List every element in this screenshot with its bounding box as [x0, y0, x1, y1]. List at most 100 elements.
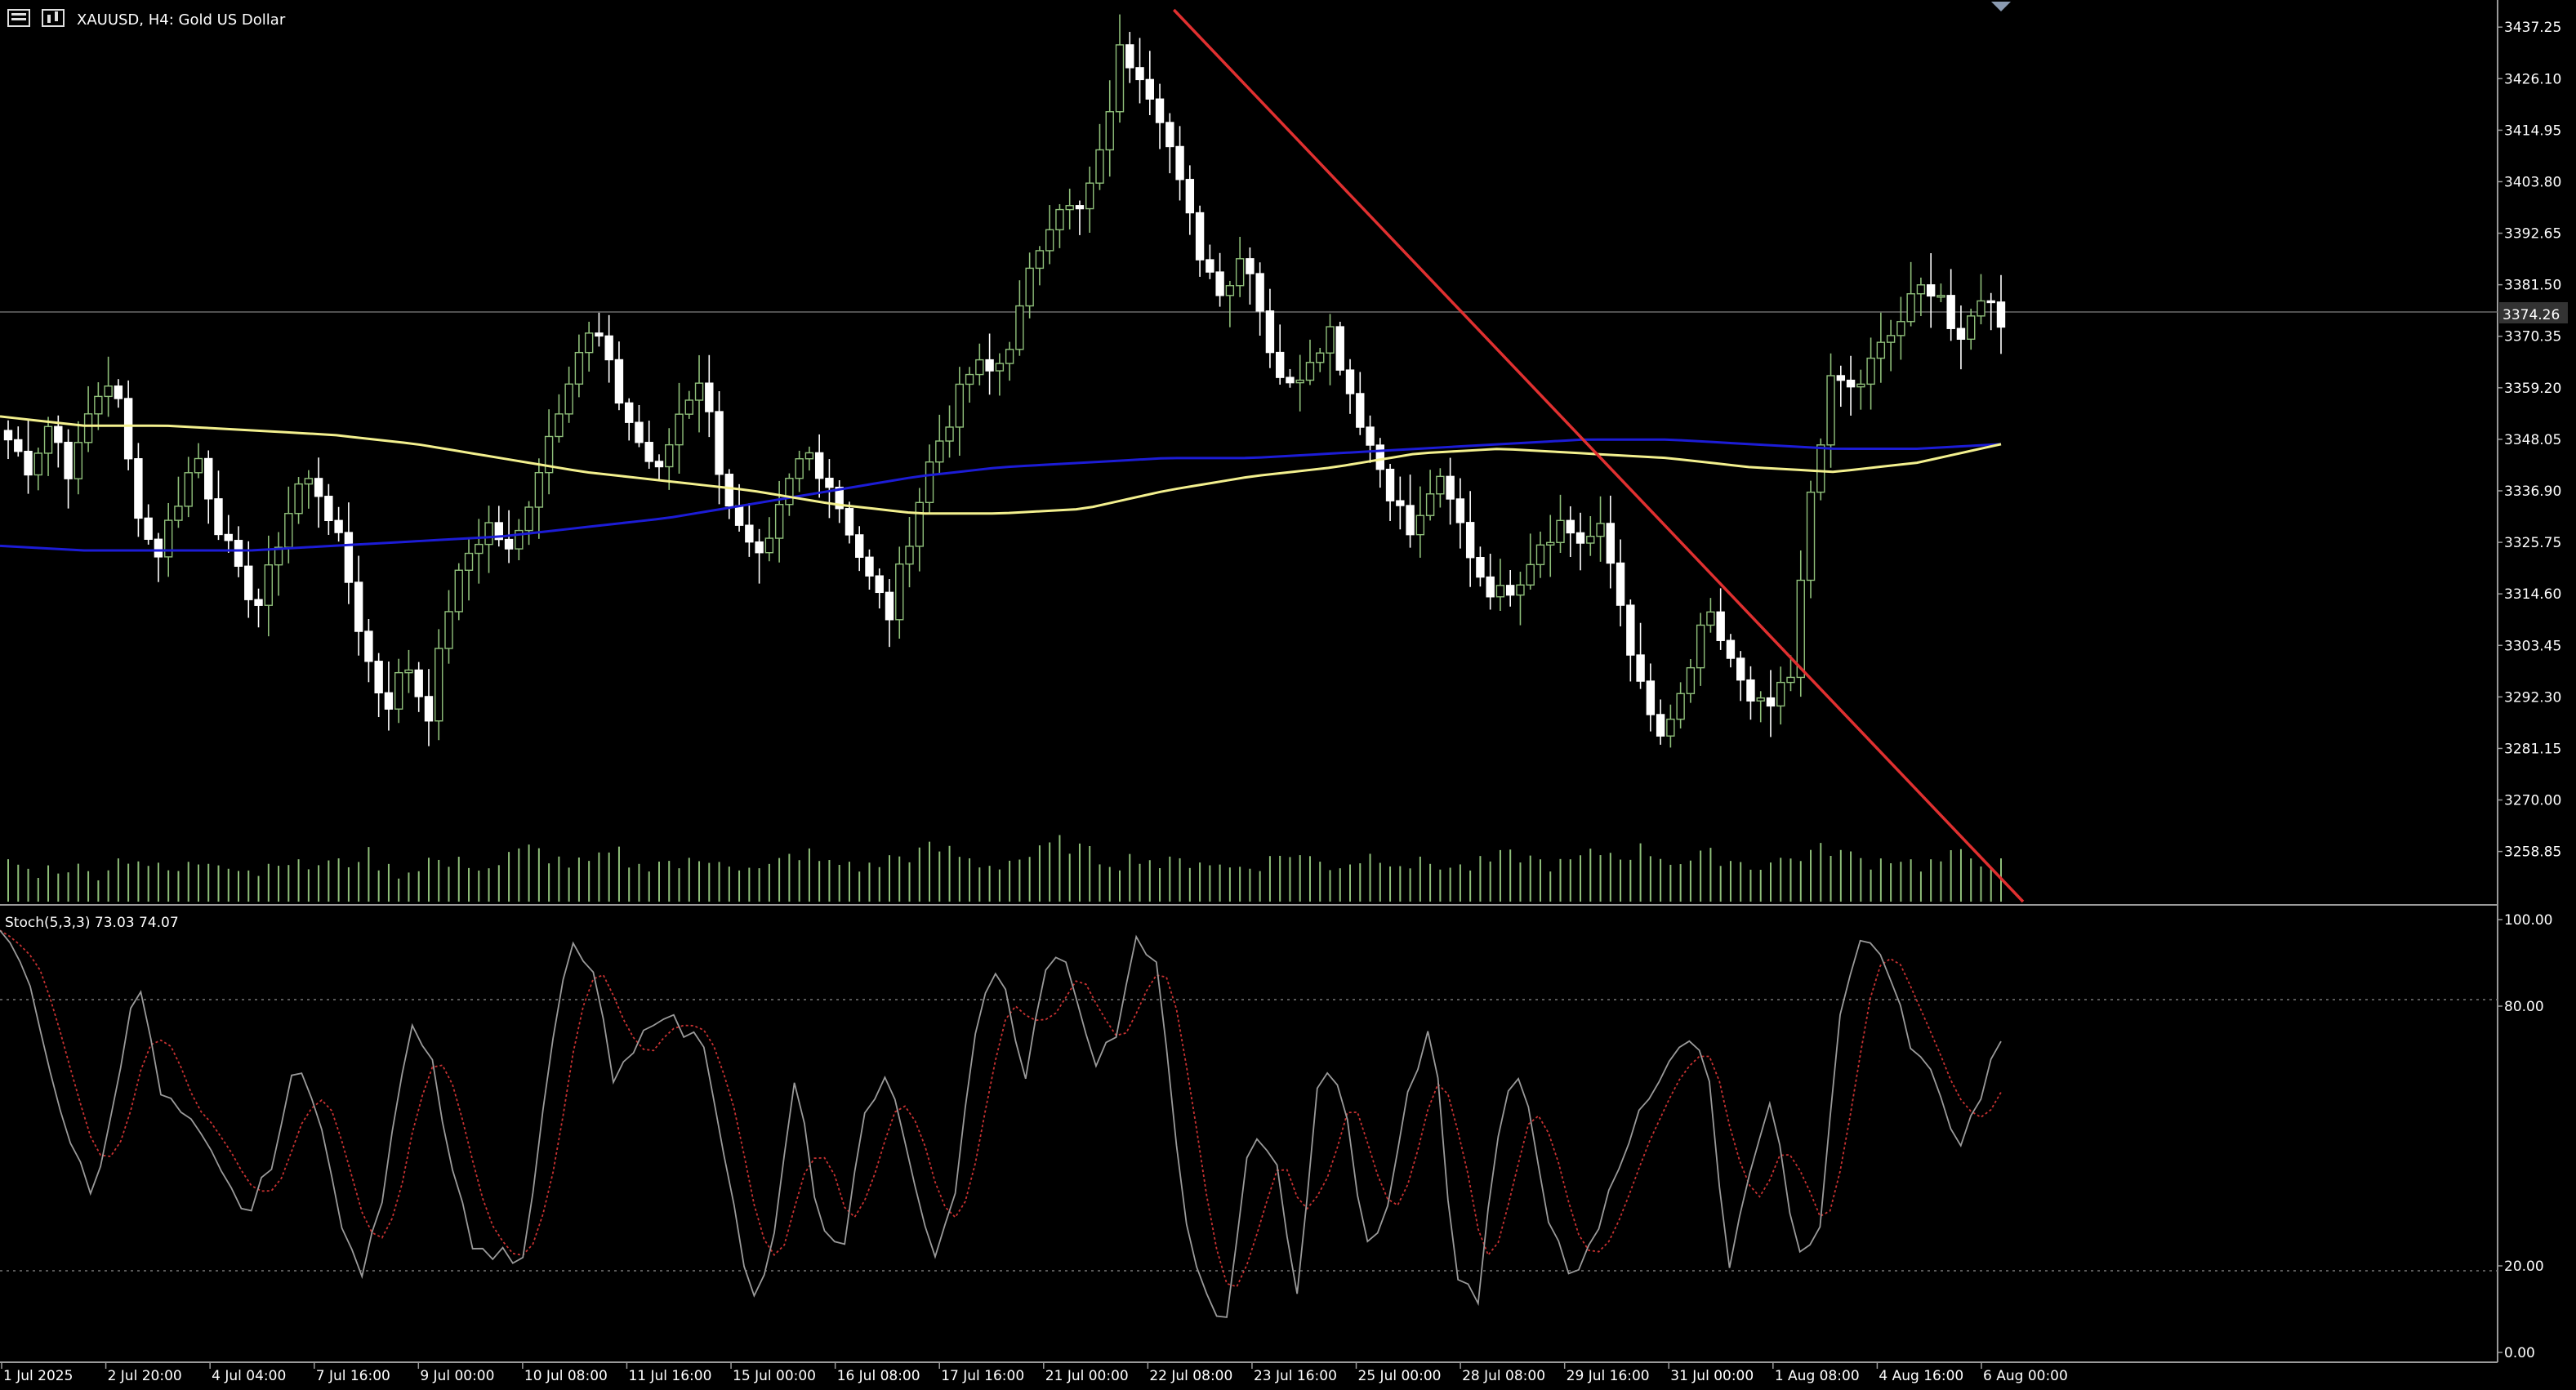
candle-body	[925, 461, 934, 503]
candle-body	[1495, 585, 1505, 598]
candle-body	[1535, 544, 1545, 566]
candle-body	[1105, 111, 1114, 151]
price-tick-label: 3303.45	[2504, 638, 2561, 654]
candle-body	[1045, 229, 1054, 252]
candle-body	[555, 413, 564, 438]
candle-body	[184, 472, 193, 507]
candle-body	[845, 508, 854, 536]
candle-body	[1425, 493, 1435, 516]
candle-body	[1686, 666, 1696, 694]
candle-body	[1165, 122, 1174, 148]
candle-body	[675, 413, 684, 446]
time-tick-label: 29 Jul 16:00	[1567, 1368, 1650, 1384]
chart-type-icon[interactable]	[42, 9, 65, 27]
trendline-group[interactable]	[1172, 8, 2025, 903]
candle-body	[33, 452, 42, 476]
time-tick-label: 7 Jul 16:00	[316, 1368, 390, 1384]
time-tick-label: 23 Jul 16:00	[1254, 1368, 1337, 1384]
candle-body	[1436, 475, 1445, 495]
time-tick-label: 11 Jul 16:00	[628, 1368, 711, 1384]
candle-body	[1135, 67, 1144, 81]
window-menu-icon[interactable]	[7, 9, 30, 27]
candle-body	[254, 599, 263, 606]
current-price-label: 3374.26	[2502, 307, 2560, 323]
time-tick-label: 15 Jul 00:00	[733, 1368, 816, 1384]
candle-body	[1155, 98, 1165, 123]
candle-body	[835, 486, 844, 510]
candle-body	[1265, 310, 1275, 354]
candle-body	[905, 546, 914, 565]
candle-body	[1896, 321, 1905, 336]
candle-body	[1465, 522, 1475, 559]
stoch-tick-label: 80.00	[2504, 999, 2544, 1015]
candle-body	[1886, 335, 1896, 343]
candle-body	[1316, 352, 1325, 363]
candle-body	[1396, 500, 1405, 506]
candle-body	[1085, 182, 1094, 210]
candle-body	[1926, 284, 1936, 297]
candle-body	[1446, 475, 1455, 500]
price-tick-label: 3437.25	[2504, 20, 2561, 36]
candle-body	[204, 457, 213, 500]
candle-body	[1776, 681, 1785, 707]
time-tick-label: 21 Jul 00:00	[1045, 1368, 1129, 1384]
candle-body	[1566, 519, 1575, 534]
candle-body	[1015, 305, 1024, 350]
candle-body	[83, 413, 93, 443]
stochastic-lines	[0, 929, 2002, 1318]
candle-body	[1646, 680, 1656, 715]
price-tick-label: 3381.50	[2504, 278, 2561, 294]
candle-body	[1125, 44, 1134, 69]
price-tick-label: 3348.05	[2504, 432, 2561, 448]
candle-body	[1516, 584, 1525, 596]
candle-body	[123, 398, 133, 460]
candle-body	[1195, 212, 1205, 261]
candle-body	[1025, 267, 1034, 307]
price-tick-label: 3392.65	[2504, 226, 2561, 243]
candle-body	[1936, 295, 1945, 298]
candle-body	[1967, 315, 1976, 341]
time-tick-label: 22 Jul 08:00	[1149, 1368, 1232, 1384]
price-axis-ticks: 3437.25 3426.10 3414.95 3403.80 3392.65 3381.…	[2498, 20, 2561, 861]
candle-body	[1476, 557, 1485, 578]
candle-body	[985, 359, 994, 372]
time-tick-label: 17 Jul 16:00	[941, 1368, 1024, 1384]
candle-body	[1726, 639, 1736, 659]
candle-body	[304, 478, 314, 485]
chart-shift-marker-icon[interactable]	[1991, 2, 2011, 11]
candle-body	[1956, 327, 1966, 341]
price-tick-label: 3281.15	[2504, 741, 2561, 757]
candle-body	[1816, 444, 1825, 493]
candle-body	[374, 661, 383, 694]
candle-body	[604, 335, 613, 361]
candle-body	[1206, 259, 1214, 273]
candle-body	[1326, 326, 1335, 354]
candle-body	[464, 552, 474, 571]
candle-body	[484, 522, 493, 546]
candle-body	[1145, 78, 1154, 100]
candle-body	[1526, 564, 1535, 586]
candle-body	[654, 461, 664, 468]
candle-body	[1005, 349, 1014, 364]
stoch-tick-label: 0.00	[2504, 1345, 2535, 1361]
candle-body	[1786, 676, 1795, 684]
candle-body	[895, 563, 904, 621]
candle-body	[1946, 295, 1955, 329]
candle-body	[1766, 697, 1776, 707]
stochastic-label: Stoch(5,3,3) 73.03 74.07	[5, 915, 179, 931]
candle-body	[334, 519, 343, 533]
time-tick-label: 28 Jul 08:00	[1462, 1368, 1545, 1384]
candle-body	[1255, 273, 1264, 312]
candle-body	[364, 630, 373, 662]
candle-body	[1415, 515, 1425, 536]
candle-body	[665, 443, 674, 468]
candle-body	[1215, 271, 1224, 296]
candle-body	[1366, 426, 1375, 446]
candle-body	[1295, 379, 1304, 384]
candle-body	[1356, 393, 1365, 428]
symbol-title: XAUUSD, H4: Gold US Dollar	[77, 11, 286, 29]
candle-body	[1546, 541, 1555, 546]
candle-body	[1636, 654, 1645, 682]
candle-body	[354, 581, 363, 632]
